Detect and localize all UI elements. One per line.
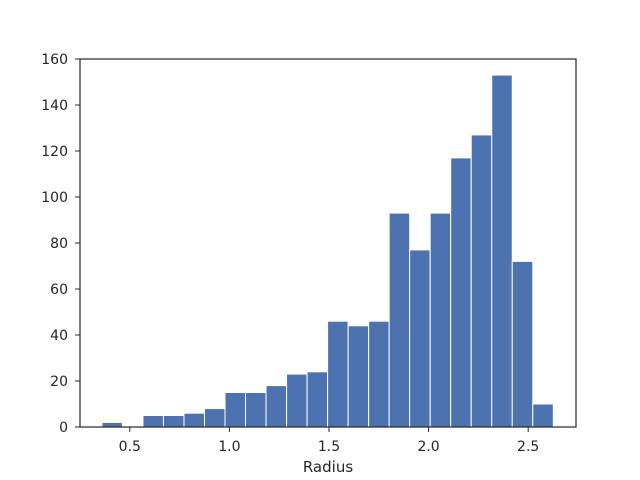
y-tick-label: 140	[41, 98, 68, 114]
y-tick-label: 120	[41, 144, 68, 160]
histogram-bar	[162, 415, 185, 428]
histogram-bar	[347, 325, 370, 428]
y-tick-label: 0	[59, 420, 68, 436]
x-tick-label: 1.0	[218, 439, 240, 455]
histogram-bar	[265, 385, 288, 428]
x-axis-ticks: 0.5 1.0 1.5 2.0 2.5	[119, 427, 539, 455]
histogram-bar	[101, 421, 123, 428]
y-tick-label: 60	[50, 282, 68, 298]
y-tick-label: 40	[50, 328, 68, 344]
histogram-bar	[368, 320, 390, 428]
x-tick-label: 1.5	[318, 439, 340, 455]
histogram-bar	[532, 403, 554, 428]
y-axis-ticks: 0 20 40 60 80 100 120 140 160	[41, 52, 80, 436]
histogram-bars	[101, 74, 554, 428]
histogram-bar	[245, 392, 267, 428]
x-tick-label: 2.5	[517, 439, 539, 455]
x-tick-label: 2.0	[417, 439, 439, 455]
x-axis-label: Radius	[303, 458, 353, 476]
histogram-bar	[429, 212, 452, 428]
histogram-bar	[470, 134, 493, 428]
histogram-bar	[306, 371, 329, 428]
histogram-bar	[183, 412, 205, 428]
histogram-bar	[203, 408, 226, 428]
histogram-bar	[286, 373, 308, 428]
y-tick-label: 80	[50, 236, 68, 252]
histogram-bar	[142, 415, 164, 428]
histogram-bar	[450, 157, 472, 428]
y-tick-label: 100	[41, 190, 68, 206]
histogram-bar	[491, 74, 513, 428]
y-tick-label: 160	[41, 52, 68, 68]
histogram-bar	[511, 260, 534, 428]
y-tick-label: 20	[50, 374, 68, 390]
histogram-bar	[409, 249, 431, 428]
histogram-bar	[388, 212, 411, 428]
histogram-bar	[327, 320, 349, 428]
x-tick-label: 0.5	[119, 439, 141, 455]
histogram-bar	[224, 392, 247, 428]
